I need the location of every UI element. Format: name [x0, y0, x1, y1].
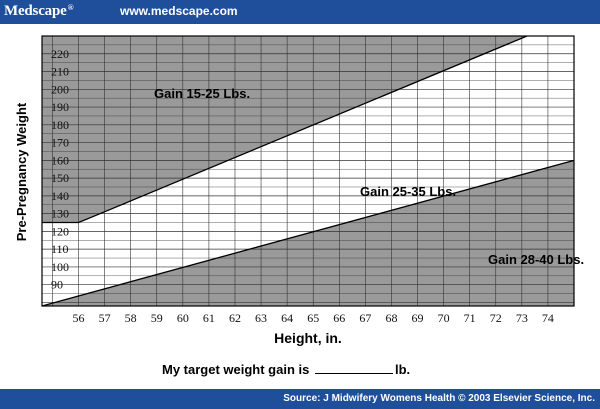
chart-boundary-lines [41, 35, 575, 307]
chart-region-labels: Gain 15-25 Lbs. Gain 25-35 Lbs. Gain 28-40… [154, 86, 584, 267]
y-tick-label: 110 [51, 242, 69, 256]
chart-tick-labels: 90 100 110 120 130 140 150 160 170 180 190 200 210 22… [51, 47, 554, 325]
x-tick-label: 71 [464, 311, 476, 325]
y-axis-label: Pre-Pregnancy Weight [14, 102, 29, 241]
y-tick-label: 100 [51, 260, 69, 274]
target-weight-blank[interactable] [314, 361, 393, 374]
weight-gain-chart: 90 100 110 120 130 140 150 160 170 180 190 200 210 22… [14, 35, 584, 346]
y-tick-label: 190 [51, 100, 69, 114]
plot-frame [41, 35, 575, 307]
x-tick-label: 73 [516, 311, 528, 325]
y-tick-label: 180 [51, 118, 69, 132]
x-tick-label: 66 [333, 311, 345, 325]
x-tick-label: 67 [359, 311, 371, 325]
y-tick-label: 150 [51, 171, 69, 185]
y-tick-label: 120 [51, 224, 69, 238]
x-tick-label: 56 [73, 311, 85, 325]
medscape-logo[interactable]: Medscape® [4, 3, 74, 19]
y-tick-label: 210 [51, 65, 69, 79]
x-tick-label: 74 [542, 311, 554, 325]
y-tick-label: 140 [51, 189, 69, 203]
x-tick-label: 64 [281, 311, 293, 325]
y-tick-label: 160 [51, 153, 69, 167]
y-tick-label: 170 [51, 136, 69, 150]
y-tick-label: 200 [51, 82, 69, 96]
region-label-15-25: Gain 15-25 Lbs. [154, 86, 250, 101]
upper-boundary-line [42, 35, 528, 224]
x-tick-label: 57 [99, 311, 111, 325]
site-url-link[interactable]: www.medscape.com [120, 4, 238, 18]
region-label-28-40: Gain 28-40 Lbs. [488, 252, 584, 267]
x-tick-label: 65 [307, 311, 319, 325]
region-shaded-15-25 [42, 36, 528, 223]
x-tick-label: 72 [490, 311, 502, 325]
x-tick-label: 68 [385, 311, 397, 325]
target-prefix: My target weight gain is [162, 362, 310, 377]
x-tick-label: 58 [125, 311, 137, 325]
x-tick-label: 60 [177, 311, 189, 325]
footer-bar: Source: J Midwifery Womens Health © 2003… [0, 389, 600, 409]
x-tick-label: 62 [229, 311, 241, 325]
x-tick-label: 59 [151, 311, 163, 325]
lower-boundary-line [41, 159, 575, 307]
target-weight-sentence: My target weight gain is lb. [162, 361, 410, 377]
x-tick-label: 61 [203, 311, 215, 325]
x-tick-label: 69 [412, 311, 424, 325]
chart-grid [41, 35, 575, 307]
x-tick-label: 70 [438, 311, 450, 325]
header-bar: Medscape® www.medscape.com [0, 0, 600, 24]
y-tick-label: 90 [51, 278, 63, 292]
region-label-25-35: Gain 25-35 Lbs. [360, 184, 456, 199]
target-suffix: lb. [394, 362, 411, 377]
x-tick-label: 63 [255, 311, 267, 325]
x-axis-label: Height, in. [274, 330, 342, 346]
y-tick-label: 130 [51, 207, 69, 221]
source-credit: Source: J Midwifery Womens Health © 2003… [283, 393, 595, 404]
y-tick-label: 220 [51, 47, 69, 61]
